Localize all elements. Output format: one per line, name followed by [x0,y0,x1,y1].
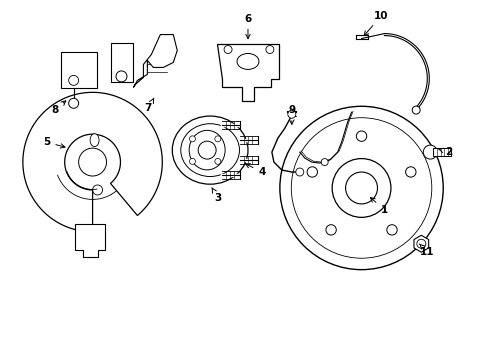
Circle shape [116,71,127,82]
Circle shape [306,167,317,177]
Circle shape [416,239,425,248]
Circle shape [287,110,295,118]
Polygon shape [23,92,162,232]
Ellipse shape [90,134,99,147]
Polygon shape [110,42,133,82]
Text: 11: 11 [419,244,434,257]
Ellipse shape [172,116,247,184]
Text: 8: 8 [51,101,65,115]
Text: 3: 3 [211,188,221,203]
Circle shape [345,172,377,204]
Circle shape [321,159,327,166]
Circle shape [356,131,366,141]
Circle shape [214,158,221,165]
Circle shape [386,225,396,235]
Ellipse shape [237,54,259,69]
Circle shape [325,225,336,235]
Circle shape [405,167,415,177]
Text: 4: 4 [245,164,265,177]
Circle shape [224,45,232,54]
Text: 7: 7 [144,98,154,113]
Text: 5: 5 [43,137,65,148]
Polygon shape [75,224,104,257]
Polygon shape [61,53,96,88]
Circle shape [214,136,221,142]
Circle shape [189,158,195,165]
Circle shape [411,106,419,114]
Circle shape [79,148,106,176]
FancyBboxPatch shape [432,148,450,156]
Ellipse shape [189,130,224,170]
Circle shape [295,168,303,176]
Polygon shape [217,44,278,101]
Circle shape [279,106,442,270]
Circle shape [68,75,79,85]
Circle shape [331,159,390,217]
Circle shape [423,145,436,159]
Circle shape [189,136,195,142]
Text: 2: 2 [438,147,452,157]
Circle shape [198,141,216,159]
Text: 10: 10 [364,11,388,36]
Text: 6: 6 [244,14,251,39]
Circle shape [68,98,79,108]
Text: 9: 9 [287,105,295,124]
Text: 1: 1 [370,198,387,215]
Polygon shape [133,35,177,87]
Ellipse shape [181,124,239,176]
Circle shape [265,45,273,54]
Polygon shape [413,235,428,252]
